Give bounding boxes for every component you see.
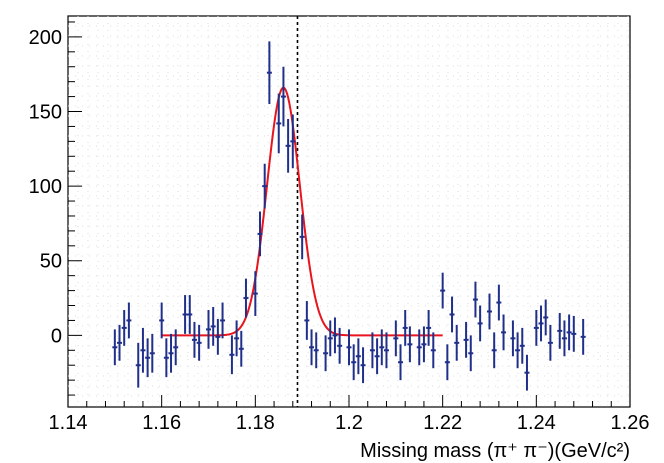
x-tick-label: 1.14 xyxy=(49,412,88,434)
data-point xyxy=(126,302,132,339)
data-point xyxy=(163,338,169,378)
data-point xyxy=(332,317,338,354)
data-point xyxy=(299,214,305,260)
x-tick-label: 1.24 xyxy=(517,412,556,434)
data-point xyxy=(313,332,319,369)
data-point xyxy=(285,118,291,173)
y-tick-label: 0 xyxy=(51,325,62,347)
data-point xyxy=(262,163,268,209)
data-point xyxy=(426,309,432,346)
data-point xyxy=(421,326,427,363)
data-point xyxy=(407,326,413,363)
data-point xyxy=(515,332,521,369)
data-point xyxy=(276,93,282,154)
data-point xyxy=(117,324,123,361)
data-point xyxy=(257,211,263,257)
data-point xyxy=(383,332,389,369)
data-point xyxy=(159,302,165,339)
data-point xyxy=(369,332,375,369)
data-point xyxy=(398,344,404,381)
data-point xyxy=(374,338,380,375)
data-point xyxy=(309,329,315,366)
x-tick-label: 1.2 xyxy=(335,412,363,434)
y-tick-label: 200 xyxy=(29,27,62,49)
data-point xyxy=(463,321,469,358)
data-point xyxy=(234,320,240,357)
data-point xyxy=(449,296,455,333)
data-point xyxy=(145,338,151,378)
data-point xyxy=(168,333,174,373)
data-point xyxy=(210,307,216,346)
data-point xyxy=(280,66,286,127)
data-point xyxy=(238,330,244,367)
data-point xyxy=(215,318,221,355)
data-point xyxy=(266,41,272,105)
data-point xyxy=(538,305,544,342)
data-point xyxy=(561,320,567,357)
data-point xyxy=(149,333,155,373)
data-point xyxy=(135,342,141,388)
x-tick-label: 1.18 xyxy=(236,412,275,434)
data-point xyxy=(112,329,118,366)
x-tick-label: 1.22 xyxy=(423,412,462,434)
x-axis: 1.14 1.16 1.18 1.2 1.22 1.24 1.26 xyxy=(49,395,650,434)
data-point xyxy=(571,315,577,352)
data-point xyxy=(220,302,226,339)
data-point xyxy=(140,327,146,373)
data-point xyxy=(323,335,329,372)
y-tick-label: 50 xyxy=(40,251,62,273)
data-point xyxy=(580,318,586,355)
data-point xyxy=(543,299,549,336)
data-point xyxy=(524,354,530,391)
data-point xyxy=(355,338,361,375)
data-point xyxy=(496,284,502,321)
data-point xyxy=(290,114,296,169)
data-point xyxy=(566,314,572,351)
data-point xyxy=(444,344,450,381)
data-point xyxy=(402,309,408,346)
data-point xyxy=(327,320,333,357)
data-point xyxy=(379,329,385,366)
data-point xyxy=(416,329,422,366)
data-point xyxy=(346,329,352,366)
data-point xyxy=(557,312,563,349)
data-point xyxy=(187,295,193,334)
x-tick-label: 1.16 xyxy=(142,412,181,434)
data-point xyxy=(501,314,507,351)
data-point xyxy=(243,278,249,318)
data-point xyxy=(229,335,235,375)
data-point xyxy=(360,347,366,384)
data-point xyxy=(337,327,343,364)
data-point xyxy=(206,309,211,349)
data-point xyxy=(393,320,399,357)
data-points xyxy=(112,41,586,391)
data-point xyxy=(304,301,310,340)
data-point xyxy=(477,305,483,342)
data-point xyxy=(430,332,436,369)
data-point xyxy=(173,329,179,366)
data-point xyxy=(487,293,492,330)
y-tick-label: 150 xyxy=(29,102,62,124)
y-axis: 0 50 100 150 200 xyxy=(29,21,82,396)
data-point xyxy=(440,272,446,309)
data-point xyxy=(196,324,202,361)
data-point xyxy=(491,332,497,369)
data-point xyxy=(510,320,516,357)
data-point xyxy=(121,309,127,346)
data-point xyxy=(182,295,188,334)
data-point xyxy=(454,324,460,361)
data-point xyxy=(468,335,474,372)
data-point xyxy=(547,324,553,361)
y-tick-label: 100 xyxy=(29,176,62,198)
data-point xyxy=(351,344,357,381)
data-point xyxy=(472,281,478,318)
data-point xyxy=(519,327,525,364)
data-point xyxy=(252,271,258,316)
x-axis-title: Missing mass (π⁺ π⁻)(GeV/c²) xyxy=(360,440,630,462)
x-tick-label: 1.26 xyxy=(611,412,650,434)
data-point xyxy=(533,309,539,346)
data-point xyxy=(191,321,197,358)
